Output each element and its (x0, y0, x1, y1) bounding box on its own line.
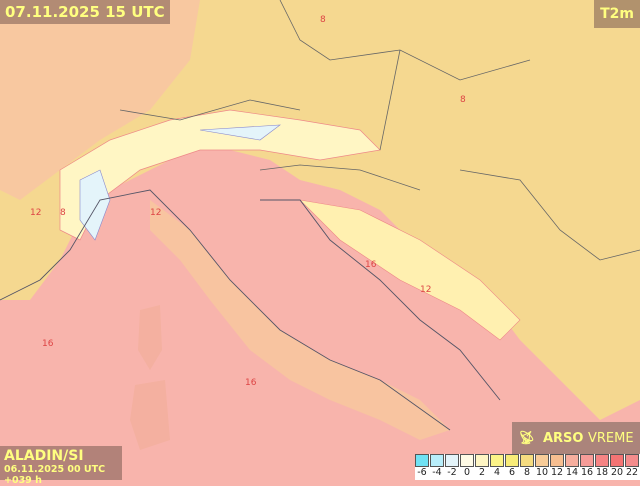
isotherm-labels: 8 12 16 8 12 16 8 16 12 (30, 15, 466, 388)
legend-label: -4 (432, 467, 442, 478)
legend-swatch (415, 454, 429, 467)
svg-text:12: 12 (420, 285, 431, 295)
legend-swatch (505, 454, 519, 467)
italy (150, 200, 450, 440)
svg-text:8: 8 (460, 95, 466, 105)
legend-label: 6 (508, 467, 516, 478)
legend-label: 10 (535, 467, 549, 478)
brand-bold: ARSO (542, 430, 584, 446)
legend-label: -2 (447, 467, 457, 478)
legend-label: 16 (580, 467, 594, 478)
legend-swatch (610, 454, 624, 467)
legend-swatch (535, 454, 549, 467)
svg-text:16: 16 (42, 339, 54, 349)
legend-swatch (520, 454, 534, 467)
dinaric (299, 199, 521, 341)
legend-swatch (475, 454, 489, 467)
svg-text:8: 8 (60, 208, 66, 218)
svg-text:16: 16 (245, 378, 257, 388)
legend-label: 14 (565, 467, 579, 478)
legend-label: 4 (493, 467, 501, 478)
legend-swatch (595, 454, 609, 467)
legend-swatch (580, 454, 594, 467)
model-name: ALADIN/SI (4, 448, 84, 464)
legend-label: 22 (625, 467, 639, 478)
svg-text:16: 16 (365, 260, 377, 270)
land-west (0, 0, 200, 200)
svg-text:8: 8 (320, 15, 326, 25)
legend-label: 20 (610, 467, 624, 478)
legend-swatch (445, 454, 459, 467)
legend-swatch (550, 454, 564, 467)
legend-label: 18 (595, 467, 609, 478)
legend-label: 2 (478, 467, 486, 478)
model-run: 06.11.2025 00 UTC +039 h (4, 464, 106, 486)
borders (119, 0, 640, 261)
land-north (0, 0, 640, 420)
svg-text:12: 12 (150, 208, 161, 218)
color-legend: -6 -4 -2 0 2 4 6 8 10 12 14 16 18 20 22 (415, 454, 640, 480)
legend-label: 12 (550, 467, 564, 478)
legend-swatch (460, 454, 474, 467)
arso-logo[interactable]: 📡︎ ARSO VREME (512, 422, 640, 454)
brand-thin: VREME (587, 430, 634, 446)
corsica (138, 305, 162, 370)
legend-label: -6 (417, 467, 427, 478)
legend-label: 8 (523, 467, 531, 478)
model-info: ALADIN/SI 06.11.2025 00 UTC +039 h (0, 446, 122, 486)
legend-swatch (625, 454, 639, 467)
coastline (0, 189, 501, 431)
alps-snow (79, 124, 281, 241)
legend-swatch (430, 454, 444, 467)
legend-swatch (565, 454, 579, 467)
parameter-label: T2m (594, 0, 640, 28)
legend-label: 0 (463, 467, 471, 478)
svg-text:12: 12 (30, 208, 41, 218)
satellite-dish-icon: 📡︎ (518, 430, 535, 446)
legend-swatch (490, 454, 504, 467)
sardinia (130, 380, 170, 450)
valid-time: 07.11.2025 15 UTC (0, 0, 170, 24)
